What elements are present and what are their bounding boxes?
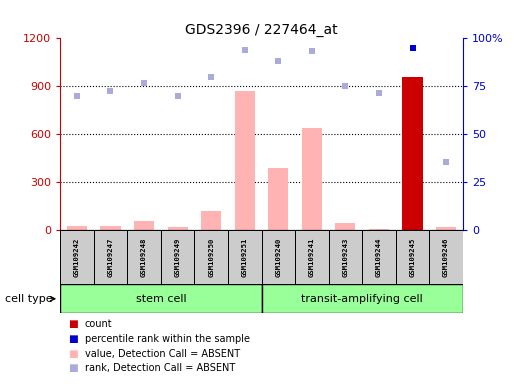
FancyBboxPatch shape [60, 284, 262, 313]
Point [274, 58, 282, 64]
Point [442, 159, 450, 165]
Text: GSM109249: GSM109249 [175, 238, 180, 277]
Point [341, 83, 349, 89]
Point [73, 93, 81, 99]
Point [308, 48, 316, 55]
FancyBboxPatch shape [94, 230, 127, 284]
Text: GSM109251: GSM109251 [242, 238, 248, 277]
Text: GSM109241: GSM109241 [309, 238, 315, 277]
FancyBboxPatch shape [429, 230, 463, 284]
Bar [436, 227, 456, 230]
Point [241, 46, 249, 53]
FancyBboxPatch shape [262, 284, 463, 313]
Text: GSM109250: GSM109250 [208, 238, 214, 277]
Text: GSM109248: GSM109248 [141, 238, 147, 277]
FancyBboxPatch shape [295, 230, 328, 284]
Text: count: count [85, 319, 112, 329]
Text: cell type: cell type [5, 294, 53, 304]
Bar [134, 221, 154, 230]
Text: transit-amplifying cell: transit-amplifying cell [301, 293, 423, 304]
Text: GSM109243: GSM109243 [343, 238, 348, 277]
Point [375, 90, 383, 96]
Bar [235, 91, 255, 230]
Text: GSM109240: GSM109240 [275, 238, 281, 277]
Text: stem cell: stem cell [135, 293, 186, 304]
Bar [100, 225, 120, 230]
Text: ■: ■ [68, 319, 78, 329]
Point [174, 93, 182, 99]
FancyBboxPatch shape [228, 230, 262, 284]
Bar [167, 227, 188, 230]
Text: GSM109247: GSM109247 [108, 238, 113, 277]
Bar [369, 229, 389, 230]
FancyBboxPatch shape [262, 230, 295, 284]
Text: GSM109242: GSM109242 [74, 238, 80, 277]
Point [408, 45, 417, 51]
Bar [201, 211, 221, 230]
Text: ■: ■ [68, 334, 78, 344]
FancyBboxPatch shape [161, 230, 195, 284]
Point [140, 80, 148, 86]
Bar [403, 77, 423, 230]
FancyBboxPatch shape [362, 230, 396, 284]
FancyBboxPatch shape [127, 230, 161, 284]
Bar [302, 128, 322, 230]
FancyBboxPatch shape [328, 230, 362, 284]
Bar [268, 168, 288, 230]
Text: GSM109245: GSM109245 [410, 238, 415, 277]
FancyBboxPatch shape [396, 230, 429, 284]
FancyBboxPatch shape [60, 230, 94, 284]
Text: percentile rank within the sample: percentile rank within the sample [85, 334, 249, 344]
Point [207, 74, 215, 80]
Bar [335, 223, 356, 230]
Text: ■: ■ [68, 363, 78, 373]
Point [106, 88, 115, 94]
Text: rank, Detection Call = ABSENT: rank, Detection Call = ABSENT [85, 363, 235, 373]
Text: value, Detection Call = ABSENT: value, Detection Call = ABSENT [85, 349, 240, 359]
Text: ■: ■ [68, 349, 78, 359]
Text: GSM109244: GSM109244 [376, 238, 382, 277]
Title: GDS2396 / 227464_at: GDS2396 / 227464_at [185, 23, 338, 37]
Bar [67, 225, 87, 230]
FancyBboxPatch shape [195, 230, 228, 284]
Text: GSM109246: GSM109246 [443, 238, 449, 277]
